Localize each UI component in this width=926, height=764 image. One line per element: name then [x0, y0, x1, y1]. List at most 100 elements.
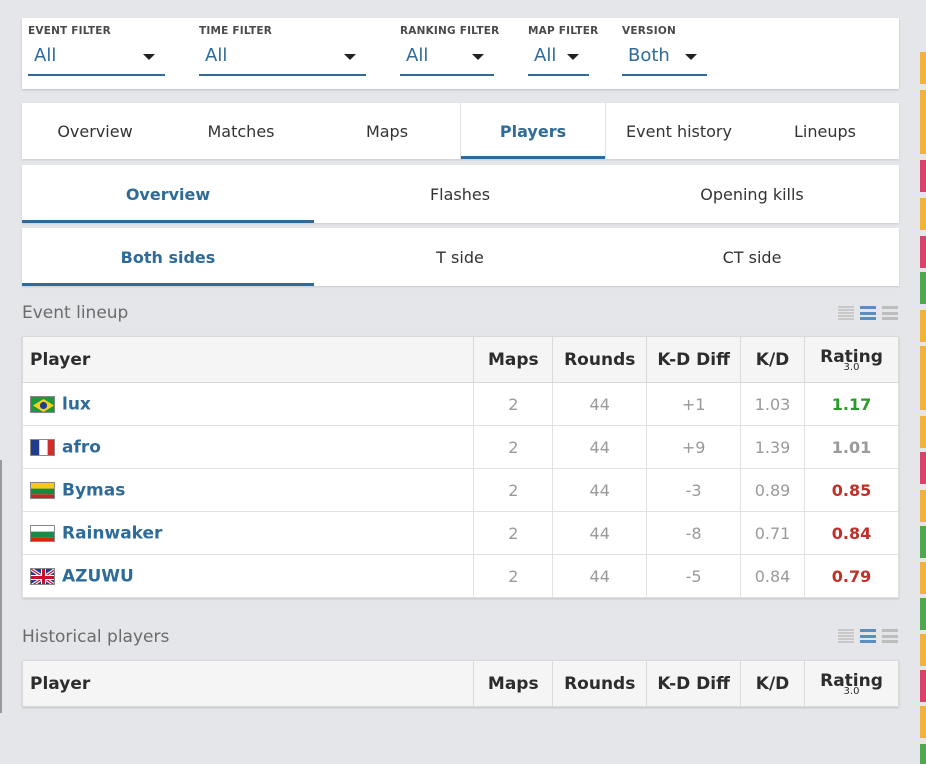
view-toggle: [838, 629, 898, 643]
side-tabs: Both sides T side CT side: [22, 228, 899, 286]
header-kd[interactable]: K/D: [740, 660, 806, 707]
ranking-filter[interactable]: RANKING FILTER All: [400, 25, 500, 76]
map-filter[interactable]: MAP FILTER All: [528, 25, 598, 76]
side-tab-t[interactable]: T side: [436, 247, 484, 267]
kd-cell: 1.39: [740, 425, 806, 469]
header-maps[interactable]: Maps: [473, 336, 554, 383]
tab-overview[interactable]: Overview: [57, 121, 133, 141]
historical-players-title: Historical players: [22, 627, 170, 647]
kd-diff-cell: +9: [646, 425, 742, 469]
player-name-link[interactable]: Bymas: [62, 480, 126, 501]
header-rating[interactable]: Rating 3.0: [804, 336, 899, 383]
time-filter[interactable]: TIME FILTER All: [199, 25, 366, 76]
tab-matches[interactable]: Matches: [207, 121, 275, 141]
chevron-down-icon: [567, 54, 579, 60]
header-rounds[interactable]: Rounds: [552, 336, 648, 383]
table-row: lux 2 44 +1 1.03 1.17: [21, 382, 899, 426]
wide-view-icon[interactable]: [882, 629, 898, 643]
version-filter-select[interactable]: Both: [622, 40, 707, 76]
ranking-filter-label: RANKING FILTER: [400, 25, 500, 37]
player-cell: afro: [21, 425, 475, 469]
version-filter-value: Both: [628, 45, 670, 66]
rating-cell: 0.84: [804, 511, 899, 555]
player-name-link[interactable]: lux: [62, 394, 91, 415]
right-color-strip: [920, 160, 926, 192]
rating-cell: 0.79: [804, 554, 899, 598]
ranking-filter-select[interactable]: All: [400, 40, 494, 76]
right-color-strip: [920, 90, 926, 154]
rating-version: 3.0: [843, 362, 860, 373]
lithuania-flag-icon: [30, 481, 55, 499]
time-filter-label: TIME FILTER: [199, 25, 272, 37]
header-kd[interactable]: K/D: [740, 336, 806, 383]
header-kd-diff[interactable]: K-D Diff: [646, 660, 742, 707]
maps-cell: 2: [473, 425, 554, 469]
tab-event-history[interactable]: Event history: [626, 121, 732, 141]
subtab-flashes[interactable]: Flashes: [429, 184, 491, 204]
compact-view-icon[interactable]: [838, 306, 854, 320]
left-edge-line: [0, 460, 2, 713]
right-color-strip: [920, 634, 926, 666]
right-color-strip: [920, 526, 926, 558]
player-name-link[interactable]: Rainwaker: [62, 523, 163, 544]
player-name-link[interactable]: AZUWU: [62, 566, 134, 587]
list-view-icon[interactable]: [860, 306, 876, 320]
header-rating[interactable]: Rating 3.0: [804, 660, 899, 707]
wide-view-icon[interactable]: [882, 306, 898, 320]
chevron-down-icon: [344, 54, 356, 60]
rounds-cell: 44: [552, 554, 648, 598]
version-filter[interactable]: VERSION Both: [622, 25, 707, 76]
right-color-strip: [920, 236, 926, 268]
table-row: Rainwaker 2 44 -8 0.71 0.84: [21, 511, 899, 555]
table-header: Player Maps Rounds K-D Diff K/D Rating 3.…: [21, 660, 899, 707]
uk-flag-icon: [30, 567, 55, 585]
kd-cell: 0.89: [740, 468, 806, 512]
event-lineup-title: Event lineup: [22, 303, 129, 323]
right-color-strip: [920, 52, 926, 84]
event-lineup-table: Player Maps Rounds K-D Diff K/D Rating 3.…: [21, 336, 899, 598]
rounds-cell: 44: [552, 382, 648, 426]
right-color-strip: [920, 490, 926, 522]
side-tab-ct[interactable]: CT side: [722, 247, 782, 267]
event-filter-select[interactable]: All: [28, 40, 165, 76]
list-view-icon[interactable]: [860, 629, 876, 643]
map-filter-value: All: [534, 45, 557, 66]
chevron-down-icon: [685, 54, 697, 60]
header-rounds[interactable]: Rounds: [552, 660, 648, 707]
compact-view-icon[interactable]: [838, 629, 854, 643]
right-color-strip: [920, 310, 926, 342]
player-cell: Bymas: [21, 468, 475, 512]
rating-version: 3.0: [843, 686, 860, 697]
ranking-filter-value: All: [406, 45, 429, 66]
right-color-strip: [920, 198, 926, 230]
side-tab-both[interactable]: Both sides: [22, 228, 314, 286]
maps-cell: 2: [473, 382, 554, 426]
table-row: AZUWU 2 44 -5 0.84 0.79: [21, 554, 899, 598]
tab-lineups[interactable]: Lineups: [794, 121, 856, 141]
map-filter-select[interactable]: All: [528, 40, 589, 76]
time-filter-select[interactable]: All: [199, 40, 366, 76]
kd-diff-cell: -8: [646, 511, 742, 555]
kd-cell: 0.84: [740, 554, 806, 598]
right-color-strip: [920, 744, 926, 764]
subtab-overview[interactable]: Overview: [22, 165, 314, 223]
rounds-cell: 44: [552, 511, 648, 555]
header-player[interactable]: Player: [21, 336, 475, 383]
rounds-cell: 44: [552, 468, 648, 512]
tab-maps[interactable]: Maps: [365, 121, 409, 141]
right-color-strip: [920, 598, 926, 630]
header-maps[interactable]: Maps: [473, 660, 554, 707]
brazil-flag-icon: [30, 395, 55, 413]
player-cell: AZUWU: [21, 554, 475, 598]
header-player[interactable]: Player: [21, 660, 475, 707]
rating-cell: 0.85: [804, 468, 899, 512]
subtab-opening-kills[interactable]: Opening kills: [700, 184, 804, 204]
header-kd-diff[interactable]: K-D Diff: [646, 336, 742, 383]
bulgaria-flag-icon: [30, 524, 55, 542]
rating-cell: 1.17: [804, 382, 899, 426]
event-filter[interactable]: EVENT FILTER All: [28, 25, 165, 76]
right-color-strip: [920, 706, 926, 738]
player-name-link[interactable]: afro: [62, 437, 101, 458]
tab-players[interactable]: Players: [460, 103, 606, 159]
event-filter-label: EVENT FILTER: [28, 25, 111, 37]
